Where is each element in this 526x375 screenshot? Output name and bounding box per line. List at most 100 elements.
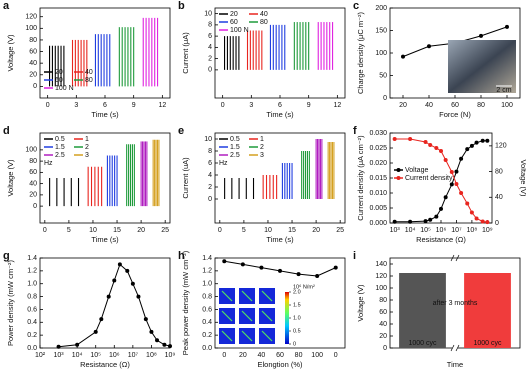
y-tick-label: 40: [379, 321, 387, 328]
x-tick-label: 0: [221, 102, 225, 109]
y-tick-label: 60: [379, 309, 387, 316]
data-point: [505, 24, 509, 29]
data-point: [474, 140, 479, 145]
y2-tick-label: 120: [495, 143, 507, 150]
data-point: [401, 54, 405, 59]
y-tick-label: 0: [33, 203, 37, 210]
inset-label: 2 cm: [496, 87, 511, 94]
x-tick-label: 10⁴: [405, 227, 416, 234]
data-point: [439, 149, 443, 153]
legend-label: Voltage: [405, 167, 428, 174]
y-tick-label: 80: [379, 297, 387, 304]
y-tick-label: 6: [208, 160, 212, 167]
data-point: [485, 138, 490, 143]
panel-label: h: [178, 250, 185, 262]
colorbar-tick-label: 0: [293, 341, 296, 347]
legend-label: 100 N: [55, 85, 74, 92]
legend-label: 1: [260, 136, 264, 143]
colorbar-tick-label: 1.5: [293, 302, 301, 308]
x-tick-label: 10⁸: [467, 227, 478, 234]
x-tick-label: 10⁷: [128, 352, 139, 359]
y-tick-label: 0.010: [369, 190, 387, 197]
inset-strain: [241, 310, 253, 322]
y-axis-label: Charge density (μC m⁻²): [356, 11, 365, 94]
y-tick-label: 40: [29, 180, 37, 187]
y-tick-label: 60: [29, 48, 37, 55]
data-point: [480, 219, 485, 224]
x-tick-label: 10⁴: [72, 352, 83, 359]
legend-label: 40: [85, 69, 93, 76]
y-axis-label: Peak power density (mW cm⁻²): [181, 250, 190, 355]
y-tick-label: 0.8: [202, 293, 212, 300]
x-tick-label: 15: [288, 227, 296, 234]
inset-strain: [241, 290, 253, 302]
data-point: [454, 182, 459, 186]
panel-label: g: [3, 250, 10, 262]
y-tick-label: 1.0: [202, 281, 212, 288]
legend-label: 20: [55, 69, 63, 76]
data-point: [449, 170, 454, 174]
x-tick-label: 10²: [35, 352, 46, 359]
data-point: [428, 143, 433, 147]
x-tick-label: 20: [312, 227, 320, 234]
y-tick-label: 0.015: [369, 175, 387, 182]
data-point: [469, 210, 474, 215]
x-tick-label: 10³: [54, 352, 65, 359]
data-point: [259, 265, 264, 270]
y-tick-label: 1.0: [27, 281, 37, 288]
axis-break-mark: [450, 254, 460, 352]
x-tick-label: 20: [399, 102, 407, 109]
y-axis-label: Current (uA): [181, 157, 190, 199]
legend-label: 3: [260, 152, 264, 159]
data-point: [392, 137, 397, 141]
legend-label: 0.5: [230, 136, 240, 143]
y-tick-label: 10: [204, 10, 212, 17]
data-point: [125, 268, 130, 273]
data-point: [168, 344, 172, 349]
data-point: [443, 195, 448, 200]
data-point: [423, 219, 428, 224]
y-tick-label: 0: [208, 67, 212, 74]
legend-label: 1: [85, 136, 89, 143]
legend-label: 2: [85, 144, 89, 151]
y-axis-label: Current density (μA cm⁻²): [356, 135, 365, 221]
legend-label: 1.5: [55, 144, 65, 151]
panel-label: c: [353, 0, 359, 12]
data-point: [434, 214, 439, 219]
data-point: [162, 342, 167, 347]
y-tick-label: 1.2: [27, 268, 37, 275]
y-tick-label: 0.2: [202, 332, 212, 339]
y-tick-label: 50: [379, 72, 387, 79]
y-tick-label: 0.005: [369, 205, 387, 212]
data-point: [474, 216, 479, 221]
data-point: [155, 338, 160, 343]
colorbar-tick-label: 1.0: [293, 315, 301, 321]
x-tick-label: 9: [132, 102, 136, 109]
y-tick-label: 6: [208, 33, 212, 40]
data-point: [459, 156, 464, 161]
y-tick-label: 0.4: [202, 319, 212, 326]
x-tick-label: 25: [161, 227, 169, 234]
x-tick-label: 10⁹: [165, 352, 176, 359]
y-tick-label: 1.2: [202, 268, 212, 275]
x-tick-label: 10⁷: [451, 227, 462, 234]
x-tick-label: 10⁵: [90, 352, 101, 359]
x-tick-label: 6: [278, 102, 282, 109]
y-tick-label: 0: [208, 196, 212, 203]
x-tick-label: 10: [264, 227, 272, 234]
y-tick-label: 4: [208, 172, 212, 179]
data-point: [480, 138, 485, 143]
plot-frame: [39, 132, 171, 224]
y-tick-label: 1.4: [202, 255, 212, 262]
x-tick-label: 5: [242, 227, 246, 234]
bar-label: 1000 cyc: [408, 340, 437, 347]
data-point: [143, 317, 148, 322]
y2-tick-label: 0: [495, 220, 499, 227]
data-point: [392, 219, 397, 224]
y2-tick-label: 40: [495, 194, 503, 201]
annotation: after 3 months: [433, 300, 478, 307]
x-tick-label: 0: [218, 227, 222, 234]
data-point: [423, 140, 428, 144]
legend-label: 2.5: [230, 152, 240, 159]
